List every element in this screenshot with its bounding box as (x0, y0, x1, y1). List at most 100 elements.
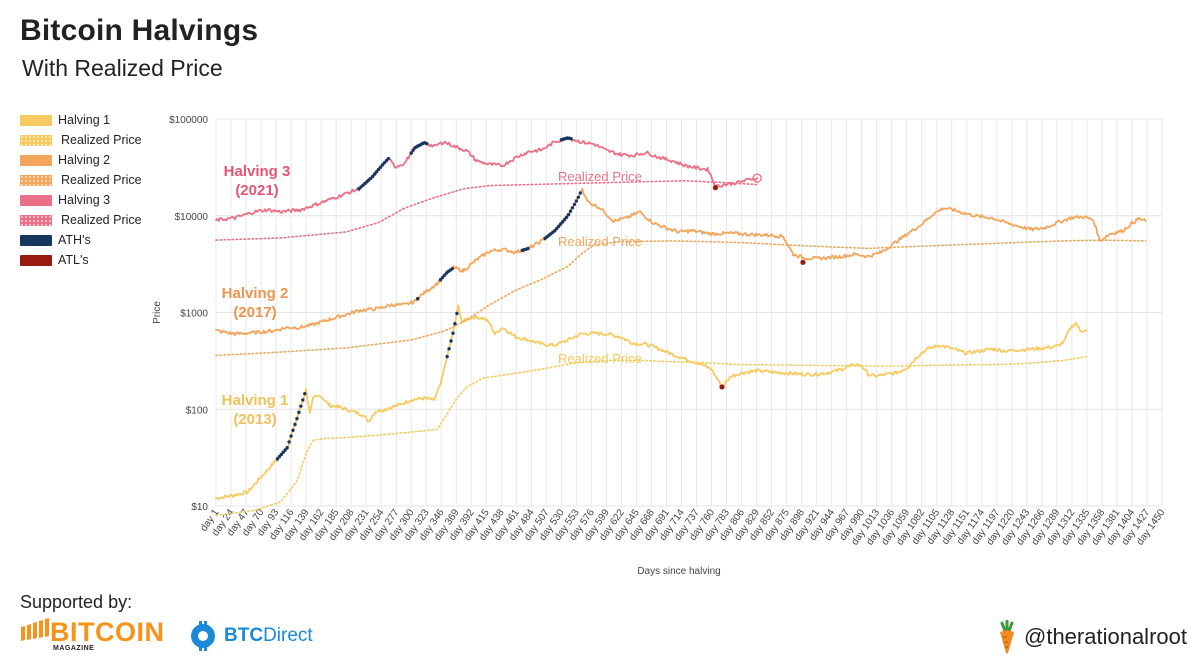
legend-swatch (20, 154, 52, 166)
ath-marker (438, 278, 443, 282)
ath-marker (295, 416, 299, 421)
ath-marker (374, 170, 379, 174)
ath-marker (370, 174, 375, 179)
btc-direct-bold: BTC (224, 625, 264, 646)
ath-marker (449, 339, 453, 343)
legend-item[interactable]: Realized Price (20, 170, 142, 190)
bitcoin-magazine-icon (21, 618, 49, 641)
ath-marker (293, 422, 297, 427)
realized-price-line (215, 239, 1147, 357)
bitcoin-logo-magazine: MAGAZINE (53, 645, 95, 652)
page-subtitle: With Realized Price (22, 55, 223, 81)
handle-text: @therationalroot (1024, 624, 1187, 649)
ath-marker (409, 151, 413, 155)
ath-marker (572, 202, 577, 207)
atl-marker (719, 384, 725, 390)
btc-direct-logo[interactable]: BTCDirect (188, 620, 313, 652)
ath-marker (291, 428, 295, 432)
ath-marker (450, 266, 455, 271)
ath-marker (555, 226, 559, 231)
legend-label: Halving 3 (58, 193, 111, 207)
price-line (215, 304, 1088, 501)
ath-marker (378, 165, 383, 169)
ath-marker (569, 137, 573, 141)
legend-label: Realized Price (61, 173, 142, 187)
ath-marker (285, 446, 289, 450)
y-tick-label: $100000 (169, 115, 208, 126)
ath-marker (526, 246, 530, 251)
ath-marker (411, 148, 415, 152)
legend-item[interactable]: ATH's (20, 230, 142, 250)
series-annotation: (2017) (233, 304, 276, 321)
series-annotation: Halving 3 (224, 163, 291, 180)
legend-swatch (20, 214, 52, 226)
ath-marker (279, 452, 283, 457)
ath-marker (564, 215, 569, 219)
ath-marker (559, 222, 563, 226)
legend-label: Realized Price (61, 133, 142, 147)
ath-marker (445, 354, 449, 359)
legend-swatch (20, 234, 52, 246)
ath-marker (416, 296, 420, 301)
ath-marker (283, 448, 287, 452)
legend-swatch (20, 254, 52, 266)
y-tick-label: $10 (191, 502, 208, 513)
realized-price-annotation: Realized Price (558, 351, 642, 366)
realized-price-annotation: Realized Price (558, 169, 642, 184)
ath-marker (557, 224, 561, 228)
ath-marker (578, 191, 582, 195)
realized-price-line (215, 180, 758, 241)
legend-item[interactable]: Realized Price (20, 130, 142, 150)
series-annotation: (2021) (235, 182, 278, 199)
ath-marker (568, 209, 573, 213)
page-title: Bitcoin Halvings (20, 14, 259, 47)
y-axis-title: Price (152, 301, 163, 324)
bitcoin-magazine-logo[interactable]: BITCOIN MAGAZINE (20, 617, 165, 652)
legend-label: Halving 1 (58, 113, 111, 127)
legend-label: Realized Price (61, 213, 142, 227)
legend-swatch (20, 174, 52, 186)
legend-item[interactable]: Halving 2 (20, 150, 142, 170)
series-annotation: (2013) (233, 411, 276, 428)
legend-swatch (20, 194, 52, 206)
x-axis-title: Days since halving (637, 566, 720, 577)
price-line (215, 187, 1147, 337)
price-line (215, 136, 759, 222)
series-annotation: Halving 2 (222, 285, 289, 302)
ath-marker (289, 434, 293, 438)
btc-direct-rest: Direct (263, 625, 313, 646)
ath-marker (299, 404, 303, 408)
ath-marker (560, 220, 565, 224)
ath-marker (447, 347, 451, 351)
supported-by-label: Supported by: (20, 592, 133, 612)
legend-item[interactable]: Realized Price (20, 210, 142, 230)
realized-price-annotation: Realized Price (558, 234, 642, 249)
ath-marker (425, 141, 429, 146)
legend-swatch (20, 114, 52, 126)
y-tick-label: $10000 (175, 212, 209, 223)
series-annotation: Halving 1 (222, 392, 289, 409)
ath-marker (372, 172, 377, 176)
legend-label: ATL's (58, 253, 89, 267)
ath-marker (303, 391, 307, 396)
legend-swatch (20, 134, 52, 146)
ath-marker (453, 322, 457, 326)
carrot-icon (1000, 620, 1014, 654)
ath-marker (440, 275, 445, 280)
legend-label: Halving 2 (58, 153, 111, 167)
ath-marker (562, 217, 567, 222)
ath-marker (281, 450, 285, 454)
legend-item[interactable]: Halving 1 (20, 110, 142, 130)
bitcoin-logo-word: BITCOIN (50, 617, 165, 647)
ath-marker (386, 156, 391, 161)
author-handle[interactable]: @therationalroot (996, 620, 1187, 654)
legend-item[interactable]: ATL's (20, 250, 142, 270)
ath-marker (275, 457, 280, 461)
legend-item[interactable]: Halving 3 (20, 190, 142, 210)
ath-marker (451, 331, 455, 335)
ath-marker (301, 398, 305, 402)
y-tick-label: $100 (186, 405, 209, 416)
y-tick-label: $1000 (180, 309, 208, 320)
ath-marker (442, 273, 447, 277)
